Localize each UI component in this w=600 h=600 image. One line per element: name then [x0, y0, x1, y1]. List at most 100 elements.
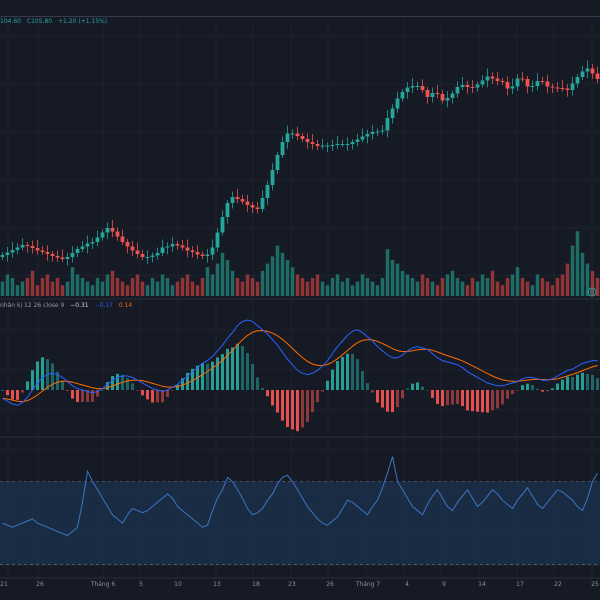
candle-body — [315, 144, 320, 146]
candle-body — [415, 86, 420, 87]
macd-histogram-bar — [476, 390, 479, 412]
candle-body — [585, 68, 590, 72]
candle-body — [140, 254, 145, 257]
candle-body — [215, 232, 220, 248]
macd-histogram-bar — [26, 381, 29, 390]
volume-bar — [405, 274, 410, 296]
macd-histogram-bar — [111, 375, 114, 390]
volume-bar — [375, 285, 380, 296]
volume-bar — [50, 281, 55, 296]
volume-bar — [20, 281, 25, 296]
candle-body — [65, 257, 70, 259]
candle-body — [245, 201, 250, 205]
candle-body — [555, 87, 560, 89]
macd-legend[interactable]: nhân kị 12 26 close 9 −0.31 −0.17 0.14 — [0, 302, 132, 312]
volume-bar — [235, 278, 240, 296]
candle-body — [195, 252, 200, 255]
volume-bar — [25, 278, 30, 296]
candle-body — [495, 78, 500, 81]
candle-body — [295, 133, 300, 136]
macd-histogram-bar — [586, 373, 589, 390]
candle-body — [320, 145, 325, 147]
volume-bar — [240, 281, 245, 296]
macd-histogram-bar — [21, 390, 24, 393]
macd-histogram-bar — [391, 390, 394, 413]
macd-histogram-bar — [566, 376, 569, 390]
volume-bar — [370, 281, 375, 296]
price-candles[interactable] — [0, 60, 600, 266]
macd-histogram-bar — [261, 388, 264, 390]
signal-value: −0.17 — [94, 302, 113, 309]
volume-bar — [40, 278, 45, 296]
macd-histogram-bar — [521, 385, 524, 390]
volume-bar — [355, 281, 360, 296]
candle-body — [525, 79, 530, 87]
volume-bar — [0, 281, 5, 296]
candle-body — [80, 246, 85, 249]
macd-histogram-bar — [571, 377, 574, 390]
macd-histogram-bar — [456, 390, 459, 404]
volume-bar — [75, 274, 80, 296]
macd-histogram-bar — [506, 390, 509, 399]
macd-histogram-bar — [156, 390, 159, 403]
candle-body — [370, 132, 375, 134]
macd-histogram-bar — [16, 390, 19, 400]
macd-histogram-bar — [386, 390, 389, 412]
macd-histogram-bar — [6, 390, 9, 396]
macd-histogram-bar — [481, 390, 484, 413]
macd-histogram-bar — [361, 371, 364, 390]
candle-body — [180, 245, 185, 248]
rsi-line — [2, 456, 598, 537]
candle-body — [580, 71, 585, 77]
volume-bar — [420, 274, 425, 296]
volume-bar — [345, 278, 350, 296]
macd-histogram-bar — [291, 390, 294, 430]
pane-separators[interactable] — [0, 16, 600, 579]
macd-histogram-bar — [511, 390, 514, 395]
candle-body — [310, 142, 315, 144]
macd-histogram-bar — [221, 354, 224, 390]
candle-body — [340, 144, 345, 145]
volume-bar — [295, 274, 300, 296]
volume-bar — [110, 270, 115, 296]
candle-body — [225, 203, 230, 217]
macd-histogram-bar — [546, 390, 549, 392]
rsi-pane[interactable] — [0, 456, 600, 565]
volume-bar — [5, 274, 10, 296]
candle-body — [300, 136, 305, 139]
volume-bar — [215, 263, 220, 296]
candle-body — [505, 82, 510, 89]
candle-body — [75, 249, 80, 253]
candle-body — [480, 80, 485, 85]
volume-bar — [480, 274, 485, 296]
candle-body — [40, 250, 45, 252]
volume-bar — [250, 278, 255, 296]
volume-bar — [425, 278, 430, 296]
volume-bar — [55, 278, 60, 296]
candle-body — [355, 139, 360, 142]
macd-histogram-bar — [146, 390, 149, 400]
ohlc-open: 104.60 — [0, 18, 21, 25]
volume-bar — [205, 267, 210, 296]
candle-body — [165, 246, 170, 248]
macd-pane[interactable] — [1, 319, 599, 432]
candle-body — [470, 87, 475, 88]
volume-bar — [390, 260, 395, 296]
volume-badge[interactable]: D — [587, 287, 597, 297]
macd-histogram-bar — [136, 390, 139, 391]
macd-histogram-bar — [326, 380, 329, 390]
macd-line — [2, 319, 598, 406]
candle-body — [560, 88, 565, 89]
macd-histogram-bar — [141, 390, 144, 396]
volume-bar — [495, 281, 500, 296]
volume-bars — [0, 231, 600, 296]
candle-body — [490, 76, 495, 79]
candle-body — [500, 81, 505, 82]
volume-bar — [45, 274, 50, 296]
candle-body — [445, 98, 450, 101]
macd-histogram-bar — [341, 356, 344, 390]
candle-body — [335, 144, 340, 145]
time-axis-label: 23 — [288, 581, 296, 588]
candle-body — [280, 142, 285, 155]
